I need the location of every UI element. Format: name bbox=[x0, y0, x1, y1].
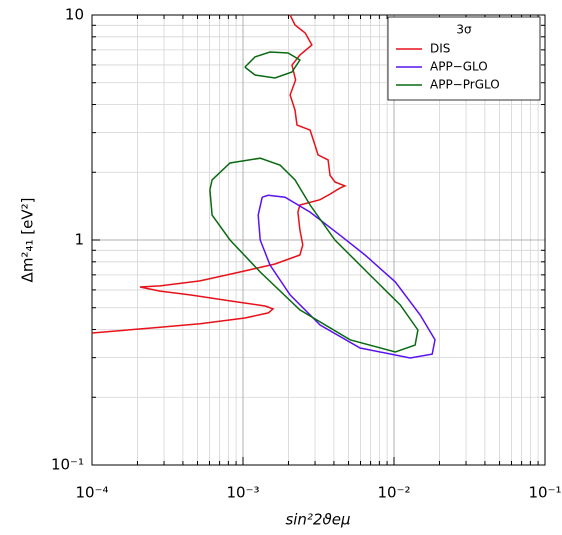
x-axis-label: sin²2ϑeμ bbox=[285, 511, 350, 529]
contour-line bbox=[209, 51, 419, 353]
legend-title: 3σ bbox=[456, 23, 472, 37]
legend: 3σ DIS APP−GLO APP−PrGLO bbox=[387, 16, 541, 101]
y-tick-label: 10 bbox=[65, 6, 84, 24]
legend-label: APP−GLO bbox=[430, 60, 488, 74]
contour-line bbox=[91, 14, 347, 334]
plot-frame bbox=[91, 14, 546, 466]
legend-label: DIS bbox=[430, 42, 450, 56]
x-tick-label: 10⁻⁴ bbox=[75, 484, 108, 502]
x-tick-label: 10⁻² bbox=[377, 484, 410, 502]
x-tick-label: 10⁻³ bbox=[226, 484, 259, 502]
y-axis-label: Δm²₄₁ [eV²] bbox=[19, 198, 37, 283]
x-tick-label: 10⁻¹ bbox=[528, 484, 561, 502]
y-tick-label: 10⁻¹ bbox=[51, 456, 84, 474]
y-tick-label: 1 bbox=[74, 231, 84, 249]
contour-line bbox=[257, 194, 436, 359]
legend-box bbox=[387, 16, 541, 101]
legend-label: APP−PrGLO bbox=[430, 78, 500, 92]
